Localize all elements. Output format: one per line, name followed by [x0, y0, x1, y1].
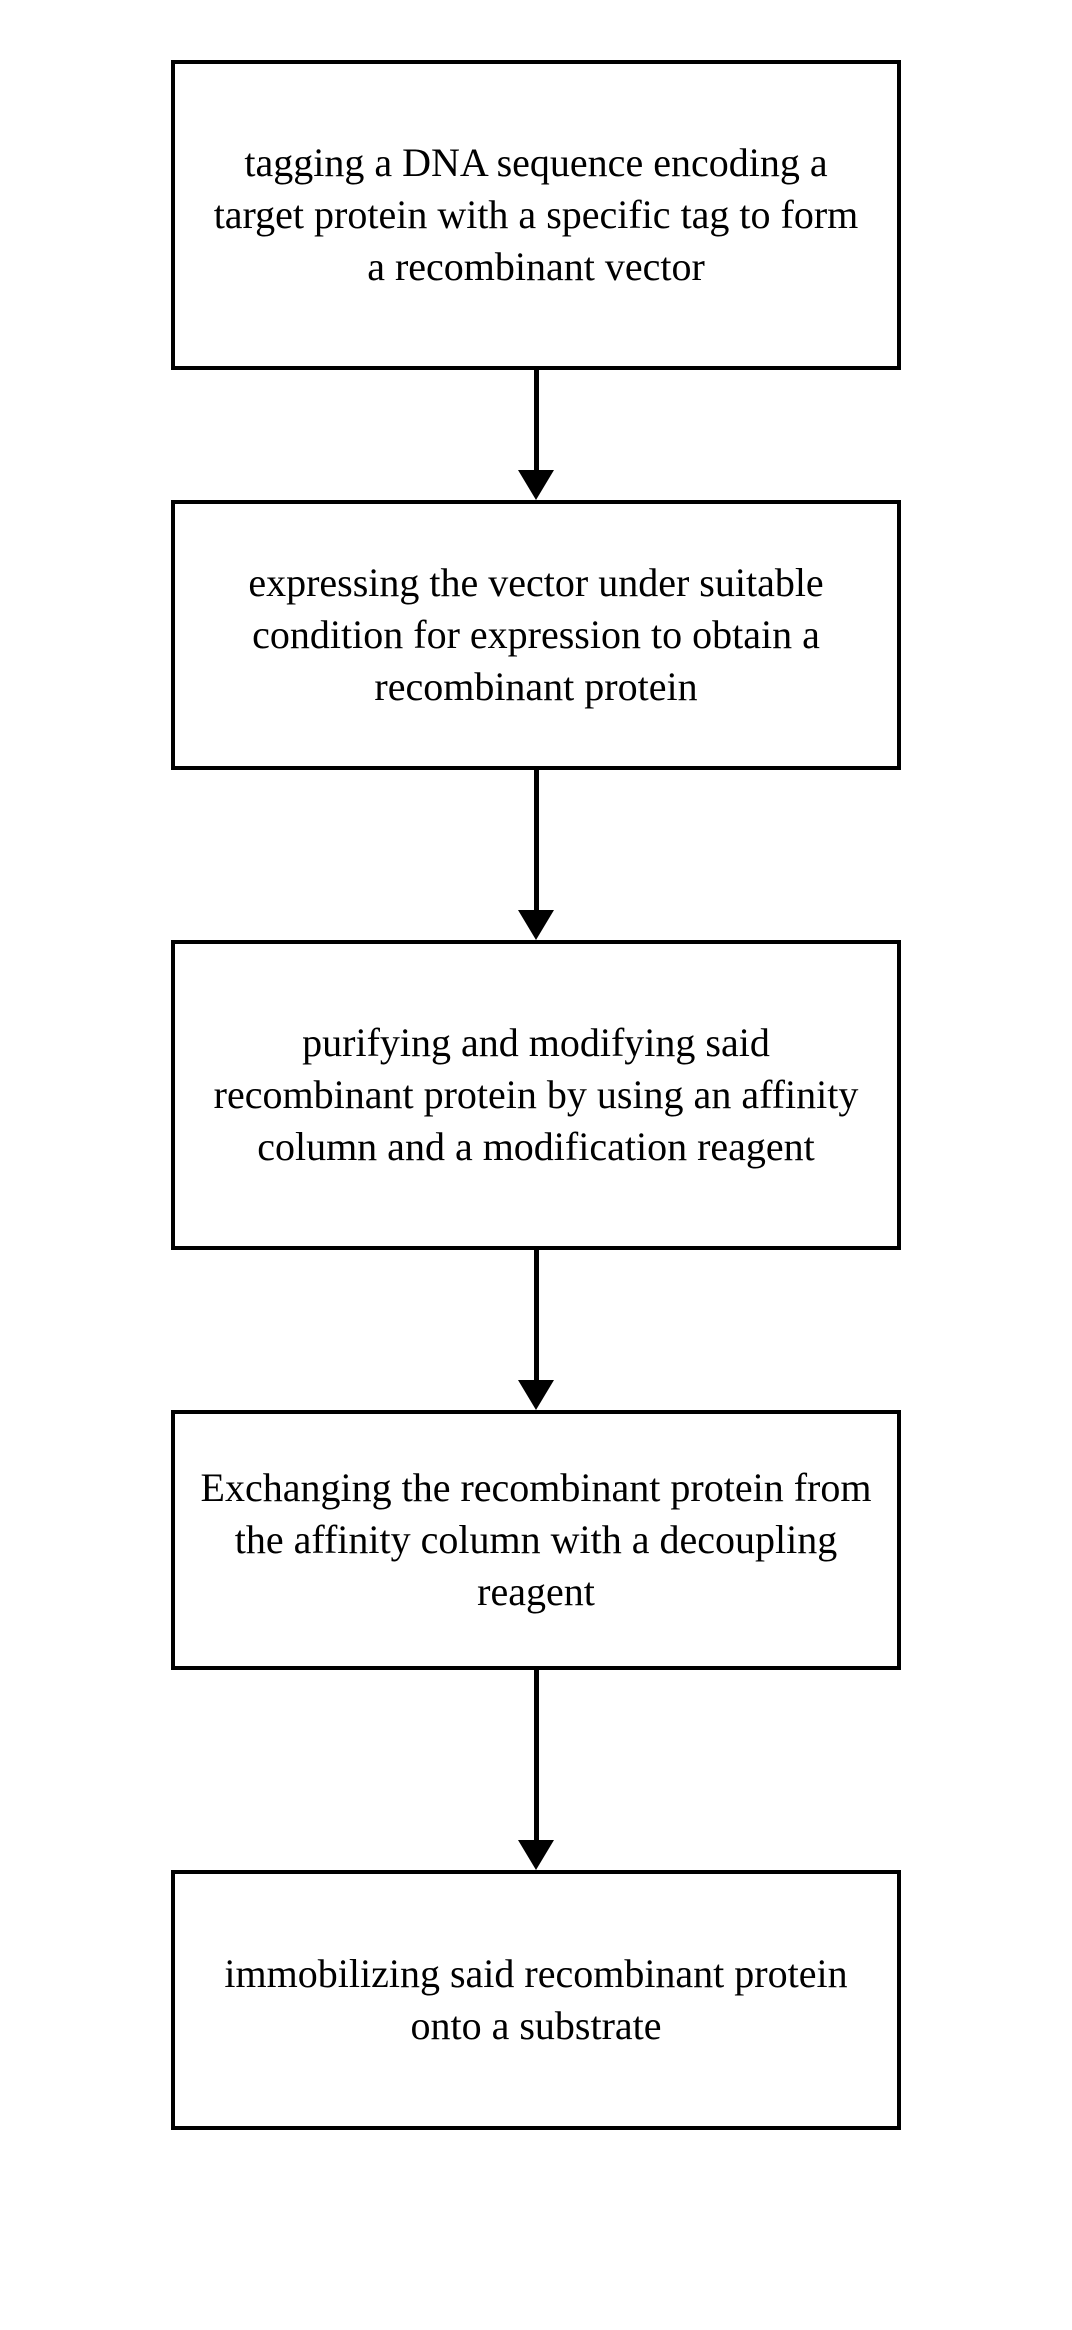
flowchart-node-step5: immobilizing said recombinant protein on… — [171, 1870, 901, 2130]
flowchart-node-step3: purifying and modifying said recombinant… — [171, 940, 901, 1250]
flowchart-arrow-3 — [518, 1250, 554, 1410]
node-text: tagging a DNA sequence encoding a target… — [200, 137, 872, 293]
node-text: expressing the vector under suitable con… — [200, 557, 872, 713]
flowchart-node-step4: Exchanging the recombinant protein from … — [171, 1410, 901, 1670]
node-text: immobilizing said recombinant protein on… — [200, 1948, 872, 2052]
arrow-line — [534, 770, 539, 910]
flowchart-arrow-4 — [518, 1670, 554, 1870]
node-text: Exchanging the recombinant protein from … — [200, 1462, 872, 1618]
arrow-head — [518, 470, 554, 500]
flowchart-arrow-2 — [518, 770, 554, 940]
arrow-line — [534, 1250, 539, 1380]
flowchart-arrow-1 — [518, 370, 554, 500]
node-text: purifying and modifying said recombinant… — [200, 1017, 872, 1173]
flowchart-node-step2: expressing the vector under suitable con… — [171, 500, 901, 770]
flowchart-container: tagging a DNA sequence encoding a target… — [140, 60, 932, 2130]
flowchart-node-step1: tagging a DNA sequence encoding a target… — [171, 60, 901, 370]
arrow-line — [534, 370, 539, 470]
arrow-head — [518, 1840, 554, 1870]
arrow-head — [518, 910, 554, 940]
arrow-head — [518, 1380, 554, 1410]
arrow-line — [534, 1670, 539, 1840]
